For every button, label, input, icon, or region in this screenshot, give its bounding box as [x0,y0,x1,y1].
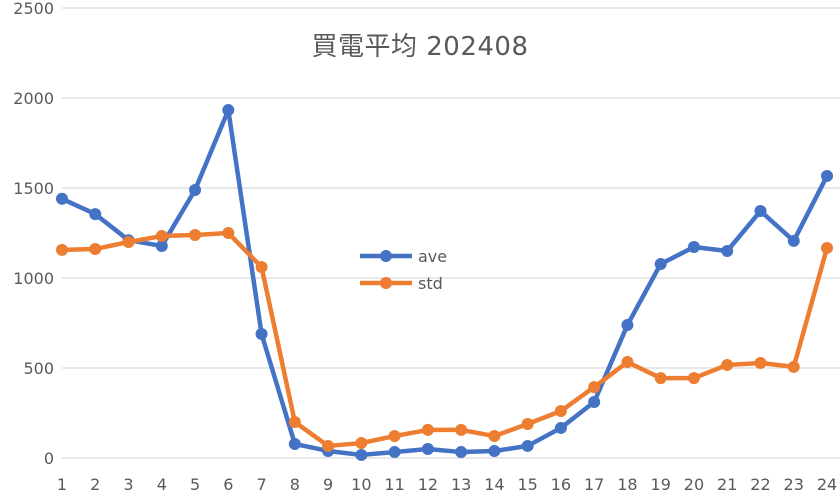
x-tick-label: 12 [418,475,438,494]
legend-marker-icon [380,277,392,289]
data-point-marker [754,205,767,218]
data-point-marker [754,356,767,369]
data-point-marker [455,423,468,436]
x-tick-label: 6 [223,475,233,494]
y-tick-label: 1500 [13,179,54,198]
data-point-marker [89,243,102,256]
data-point-marker [189,228,202,241]
data-point-marker [721,358,734,371]
data-point-marker [288,437,301,450]
x-tick-label: 7 [256,475,266,494]
legend-item-std: std [360,274,443,293]
series-std [56,227,833,452]
data-point-marker [255,261,268,274]
legend: ave std [360,247,447,293]
y-axis: 0 500 1000 1500 2000 2500 [13,0,54,468]
data-point-marker [155,230,168,243]
legend-label: ave [418,247,447,266]
legend-label: std [418,274,443,293]
x-tick-label: 22 [750,475,770,494]
y-tick-label: 500 [23,359,54,378]
data-point-marker [255,327,268,340]
legend-marker-icon [380,250,392,262]
y-tick-label: 2500 [13,0,54,18]
data-point-marker [554,405,567,418]
data-point-marker [388,430,401,443]
data-point-marker [421,423,434,436]
series-line [59,107,830,458]
data-point-marker [488,430,501,443]
data-point-marker [388,446,401,459]
x-tick-label: 10 [351,475,371,494]
data-point-marker [488,444,501,457]
x-tick-label: 4 [157,475,167,494]
y-tick-label: 0 [44,449,54,468]
x-tick-label: 17 [584,475,604,494]
legend-item-ave: ave [360,247,447,266]
data-point-marker [521,417,534,430]
x-tick-label: 11 [384,475,404,494]
data-point-marker [222,227,235,239]
y-tick-label: 1000 [13,269,54,288]
data-point-marker [322,439,335,452]
x-axis: 1 2 3 4 5 6 7 8 9 10 11 12 13 14 15 16 17 18 19 20 21 22 23 24 [57,475,837,494]
data-point-marker [355,448,368,461]
x-tick-label: 14 [484,475,504,494]
x-tick-label: 15 [517,475,537,494]
x-tick-label: 20 [684,475,704,494]
data-point-marker [654,372,667,385]
data-point-marker [787,360,800,373]
data-point-marker [554,421,567,434]
data-point-marker [588,381,601,394]
y-tick-label: 2000 [13,89,54,108]
data-point-marker [455,446,468,459]
series-ave [56,104,833,461]
data-point-marker [654,257,667,270]
data-point-marker [821,241,833,254]
x-tick-label: 8 [290,475,300,494]
data-point-marker [821,169,833,182]
x-tick-label: 3 [123,475,133,494]
x-tick-label: 16 [551,475,571,494]
data-point-marker [288,416,301,428]
data-point-marker [189,183,202,196]
x-tick-label: 9 [323,475,333,494]
data-point-marker [155,239,168,252]
data-point-marker [89,208,102,221]
data-point-marker [421,443,434,455]
series-lines [56,104,833,461]
data-point-marker [621,318,634,331]
x-tick-label: 18 [617,475,637,494]
x-tick-label: 13 [451,475,471,494]
chart-title: 買電平均 202408 [311,32,529,62]
data-point-marker [687,241,700,254]
gridlines [62,7,840,459]
data-point-marker [687,372,700,385]
data-point-marker [588,396,601,409]
data-point-marker [56,192,68,205]
data-point-marker [721,245,734,257]
data-point-marker [355,437,368,450]
x-tick-label: 21 [717,475,737,494]
x-tick-label: 19 [651,475,671,494]
x-tick-label: 2 [90,475,100,494]
data-point-marker [621,356,634,369]
x-tick-label: 1 [57,475,67,494]
x-tick-label: 23 [784,475,804,494]
data-point-marker [122,236,135,248]
x-tick-label: 24 [817,475,837,494]
data-point-marker [56,243,68,256]
data-point-marker [521,439,534,452]
x-tick-label: 5 [190,475,200,494]
data-point-marker [787,234,800,247]
data-point-marker [222,104,235,117]
